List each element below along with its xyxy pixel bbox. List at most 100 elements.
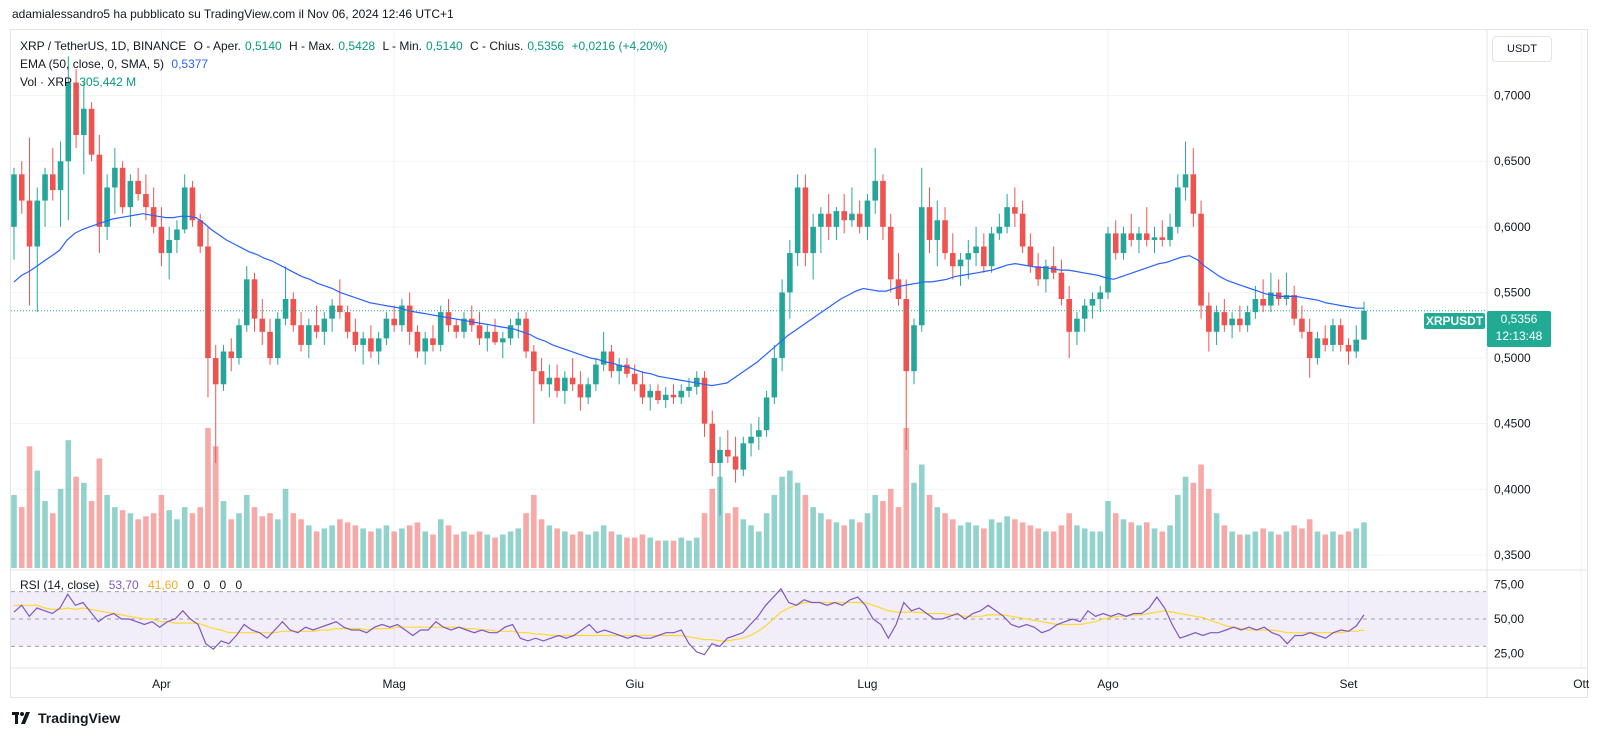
candle-body (1237, 318, 1243, 326)
volume-bar (911, 482, 917, 568)
volume-bars (11, 428, 1367, 568)
volume-bar (306, 525, 312, 568)
candle-body (476, 325, 483, 339)
candle-body (127, 180, 134, 208)
candle-body (794, 187, 801, 254)
candle-body (818, 213, 824, 227)
close-label: C - Chius. (470, 39, 524, 53)
candle-body (143, 194, 149, 208)
candle-body (1012, 207, 1018, 214)
volume-bar (197, 507, 203, 568)
volume-bar (1361, 522, 1367, 568)
volume-bar (779, 476, 785, 568)
candle-body (942, 220, 948, 254)
symbol-price-tag: XRPUSDT (1424, 313, 1485, 329)
candle-body (802, 187, 809, 254)
candle-body (1361, 310, 1367, 340)
volume-bar (1206, 488, 1212, 568)
volume-bar (546, 525, 553, 568)
candle-body (158, 226, 165, 254)
candle-body (65, 82, 72, 162)
candle-body (1244, 312, 1251, 326)
volume-bar (1175, 494, 1181, 568)
candle-body (732, 456, 739, 470)
grid-lines (11, 30, 1582, 667)
candle-body (810, 226, 816, 254)
volume-bar (849, 519, 855, 568)
candle-body (290, 299, 297, 326)
volume-bar (942, 513, 948, 568)
volume-bar (965, 522, 972, 568)
candle-body (686, 386, 692, 391)
candle-body (306, 325, 312, 345)
rsi-line (13, 587, 1365, 656)
volume-bar (360, 528, 366, 568)
candle-body (981, 246, 987, 267)
volume-bar (437, 519, 444, 568)
currency-button[interactable]: USDT (1492, 36, 1552, 62)
price-tick-label: 0,6500 (1494, 154, 1531, 168)
volume-bar (383, 525, 390, 568)
time-axis: AprMagGiuLugAgoSetOttNov (152, 677, 1590, 691)
high-label: H - Max. (289, 39, 335, 53)
volume-bar (1167, 525, 1173, 568)
candle-body (1221, 312, 1228, 326)
footer[interactable]: TradingView (12, 710, 120, 726)
volume-bar (988, 519, 995, 568)
candle-body (756, 430, 762, 437)
candle-body (631, 373, 638, 385)
candle-body (166, 239, 172, 254)
candle-body (205, 246, 211, 359)
volume-bar (11, 494, 17, 568)
volume-bar (104, 494, 110, 568)
candle-body (81, 108, 87, 135)
volume-bar (1345, 531, 1352, 568)
volume-bar (864, 513, 871, 568)
volume-legend[interactable]: Vol · XRP 305,442 M (20, 75, 140, 89)
ema-line (13, 213, 1364, 387)
volume-bar (1004, 516, 1010, 568)
candle-body (212, 358, 219, 385)
candle-body (368, 338, 374, 352)
candle-body (236, 325, 242, 359)
volume-bar (42, 501, 48, 568)
price-tick-label: 0,6000 (1494, 220, 1531, 234)
volume-bar (26, 446, 33, 568)
candle-body (1198, 213, 1204, 306)
rsi-legend[interactable]: RSI (14, close) 53,70 41,60 0 0 0 0 (20, 578, 248, 592)
candle-body (337, 305, 343, 313)
ema-legend[interactable]: EMA (50, close, 0, SMA, 5) 0,5377 (20, 57, 212, 71)
volume-bar (259, 516, 266, 568)
volume-bar (492, 537, 498, 568)
candle-body (585, 384, 591, 398)
volume-bar (119, 510, 126, 568)
volume-bar (275, 519, 281, 568)
open-label: O - Aper. (193, 39, 241, 53)
volume-bar (65, 440, 72, 568)
volume-bar (1050, 531, 1057, 568)
volume-bar (34, 470, 41, 568)
volume-bar (756, 531, 762, 568)
volume-bar (1012, 519, 1018, 568)
volume-bar (73, 476, 79, 568)
candle-body (1004, 207, 1010, 227)
volume-bar (616, 534, 622, 568)
rsi-tick-label: 50,00 (1494, 612, 1524, 626)
candle-body (1027, 246, 1034, 267)
price-tick-label: 0,4000 (1494, 482, 1531, 496)
rsi-zero-1: 0 (187, 578, 195, 592)
candle-body (670, 394, 677, 398)
volume-bar (96, 458, 103, 568)
volume-bar (406, 525, 413, 568)
volume-bar (375, 528, 382, 568)
candle-body (973, 246, 979, 254)
rsi-zero-2: 0 (203, 578, 211, 592)
volume-bar (895, 507, 902, 568)
symbol-label[interactable]: XRP / TetherUS, 1D, BINANCE (20, 39, 187, 53)
candlesticks (11, 56, 1367, 516)
candle-body (1206, 305, 1212, 332)
candle-body (484, 331, 491, 339)
volume-bar (1314, 531, 1321, 568)
rsi-zero-4: 0 (235, 578, 243, 592)
